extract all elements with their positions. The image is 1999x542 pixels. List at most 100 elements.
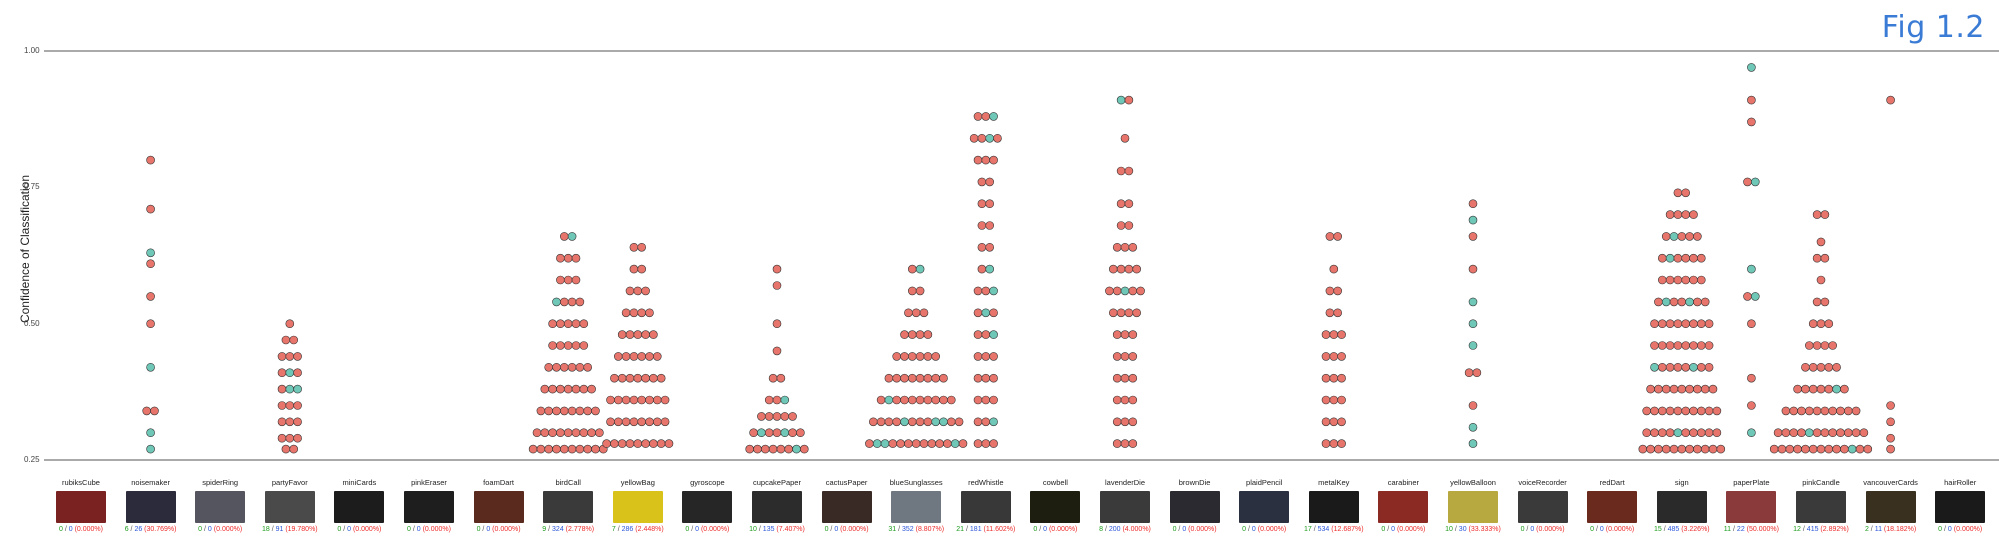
category-stats: 0 / 0 (0.000%): [1520, 526, 1565, 533]
incorrect-point: [788, 412, 797, 421]
incorrect-point: [556, 319, 565, 329]
incorrect-point: [1329, 373, 1339, 383]
incorrect-point: [540, 428, 550, 438]
incorrect-point: [285, 433, 295, 443]
category-blueSunglasses: blueSunglasses 31 / 352 (8.807%): [883, 478, 949, 533]
incorrect-point: [780, 412, 790, 421]
incorrect-point: [907, 352, 917, 361]
incorrect-point: [1747, 401, 1756, 410]
total-count: 286: [621, 526, 634, 533]
incorrect-point: [579, 384, 589, 394]
incorrect-point: [571, 253, 581, 263]
incorrect-point: [1468, 401, 1478, 410]
correct-count: 6: [124, 526, 129, 533]
incorrect-point: [1646, 384, 1655, 394]
category-thumbnail: [1726, 491, 1777, 523]
correct-point: [1832, 384, 1841, 394]
incorrect-point: [1329, 395, 1339, 405]
incorrect-point: [772, 395, 782, 405]
incorrect-point: [1704, 319, 1714, 329]
category-thumbnail: [264, 491, 315, 523]
incorrect-point: [548, 428, 557, 438]
incorrect-point: [1681, 362, 1690, 372]
category-carabiner: carabiner 0 / 0 (0.000%): [1370, 478, 1436, 533]
incorrect-point: [633, 286, 643, 296]
correct-count: 0: [1938, 526, 1943, 533]
incorrect-point: [652, 352, 662, 361]
category-yellowBag: yellowBag 7 / 286 (2.448%): [605, 478, 671, 533]
incorrect-point: [1116, 264, 1126, 274]
incorrect-point: [1321, 330, 1331, 339]
incorrect-point: [649, 373, 658, 383]
incorrect-point: [1646, 444, 1655, 454]
percent-correct: (3.226%): [1679, 526, 1710, 533]
incorrect-point: [989, 308, 998, 318]
beeswarm-plot: [44, 50, 1999, 461]
incorrect-point: [1743, 292, 1752, 301]
incorrect-point: [617, 330, 627, 339]
category-stats: 0 / 0 (0.000%): [1033, 526, 1078, 533]
incorrect-point: [981, 330, 991, 339]
incorrect-point: [1661, 444, 1671, 454]
incorrect-point: [571, 384, 581, 394]
incorrect-point: [900, 330, 909, 339]
incorrect-point: [617, 373, 627, 383]
incorrect-point: [602, 439, 611, 448]
correct-point: [285, 384, 295, 394]
category-stats: 6 / 26 (30.769%): [124, 526, 177, 533]
correct-point: [989, 330, 998, 339]
incorrect-point: [637, 417, 647, 427]
total-count: 0: [1251, 526, 1256, 533]
incorrect-point: [1689, 319, 1698, 329]
category-stats: 2 / 11 (18.182%): [1864, 526, 1917, 533]
correct-count: 11: [1723, 526, 1732, 533]
incorrect-point: [1769, 444, 1779, 454]
correct-point: [1468, 422, 1478, 432]
incorrect-point: [281, 335, 291, 345]
incorrect-point: [1468, 232, 1478, 241]
incorrect-point: [1116, 199, 1126, 208]
total-count: 0: [834, 526, 839, 533]
incorrect-point: [556, 341, 565, 350]
incorrect-point: [285, 417, 295, 427]
incorrect-point: [575, 297, 585, 307]
incorrect-point: [973, 308, 983, 318]
incorrect-point: [989, 352, 998, 361]
correct-point: [146, 248, 155, 258]
incorrect-point: [633, 439, 643, 448]
incorrect-point: [911, 439, 921, 448]
incorrect-point: [776, 373, 786, 383]
incorrect-point: [556, 384, 565, 394]
incorrect-point: [1132, 264, 1141, 274]
correct-count: 0: [1172, 526, 1177, 533]
incorrect-point: [977, 221, 987, 230]
incorrect-point: [1812, 428, 1822, 438]
incorrect-point: [946, 417, 956, 427]
incorrect-point: [931, 352, 941, 361]
correct-point: [1751, 177, 1760, 187]
y-tick-label: 1.00: [24, 46, 40, 55]
correct-count: 17: [1304, 526, 1312, 533]
correct-point: [981, 308, 991, 318]
incorrect-point: [1816, 362, 1826, 372]
incorrect-point: [1828, 428, 1837, 438]
incorrect-point: [973, 155, 983, 165]
incorrect-point: [633, 330, 643, 339]
incorrect-point: [1333, 308, 1342, 318]
percent-correct: (8.807%): [913, 526, 945, 533]
incorrect-point: [973, 352, 983, 361]
incorrect-point: [772, 264, 782, 274]
incorrect-point: [985, 199, 995, 208]
incorrect-point: [1697, 406, 1706, 416]
correct-point: [1468, 319, 1478, 329]
incorrect-point: [1793, 384, 1802, 394]
incorrect-point: [1808, 362, 1818, 372]
percent-correct: (4.000%): [1120, 526, 1151, 533]
incorrect-point: [1658, 341, 1667, 350]
incorrect-point: [552, 444, 561, 454]
incorrect-point: [660, 417, 670, 427]
incorrect-point: [1805, 341, 1814, 350]
incorrect-point: [900, 373, 909, 383]
incorrect-point: [915, 417, 925, 427]
incorrect-point: [1886, 417, 1895, 427]
